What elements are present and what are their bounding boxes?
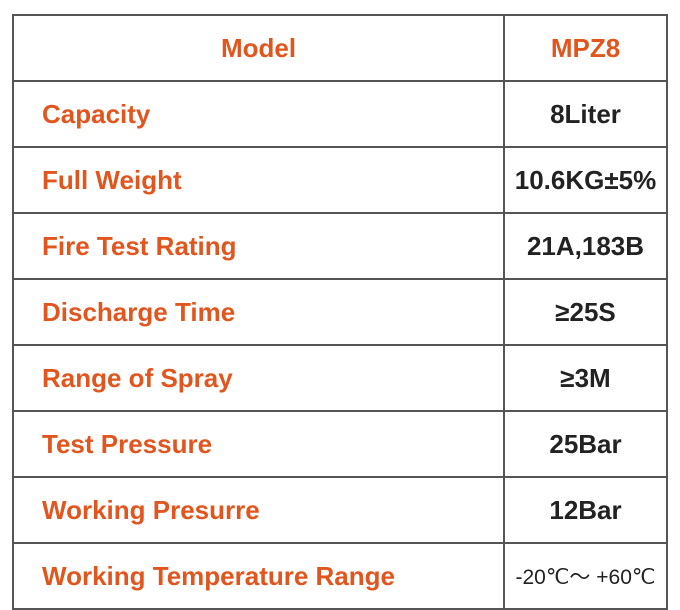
spec-value: 21A,183B bbox=[503, 212, 668, 280]
row: Range of Spray ≥3M bbox=[12, 344, 668, 412]
spec-label: Working Presurre bbox=[12, 476, 505, 544]
spec-label: Fire Test Rating bbox=[12, 212, 505, 280]
row: Working Temperature Range -20℃～ +60℃ bbox=[12, 542, 668, 610]
spec-label: Range of Spray bbox=[12, 344, 505, 412]
spec-label: Capacity bbox=[12, 80, 505, 148]
spec-value: 25Bar bbox=[503, 410, 668, 478]
row: Fire Test Rating 21A,183B bbox=[12, 212, 668, 280]
row: Discharge Time ≥25S bbox=[12, 278, 668, 346]
header-cell: MPZ8 bbox=[503, 14, 668, 82]
row: Working Presurre 12Bar bbox=[12, 476, 668, 544]
header-cell: Model bbox=[12, 14, 505, 82]
spec-label: Full Weight bbox=[12, 146, 505, 214]
spec-table: Model MPZ8 Capacity 8Liter Full Weight 10.6KG… bbox=[12, 14, 668, 610]
row: Capacity 8Liter bbox=[12, 80, 668, 148]
spec-value: 8Liter bbox=[503, 80, 668, 148]
spec-value: ≥3M bbox=[503, 344, 668, 412]
spec-value: -20℃～ +60℃ bbox=[503, 542, 668, 610]
row: Full Weight 10.6KG±5% bbox=[12, 146, 668, 214]
spec-value: 12Bar bbox=[503, 476, 668, 544]
spec-value: ≥25S bbox=[503, 278, 668, 346]
row: Test Pressure 25Bar bbox=[12, 410, 668, 478]
spec-label: Discharge Time bbox=[12, 278, 505, 346]
spec-value: 10.6KG±5% bbox=[503, 146, 668, 214]
header-row: Model MPZ8 bbox=[12, 14, 668, 82]
spec-label: Working Temperature Range bbox=[12, 542, 505, 610]
spec-label: Test Pressure bbox=[12, 410, 505, 478]
